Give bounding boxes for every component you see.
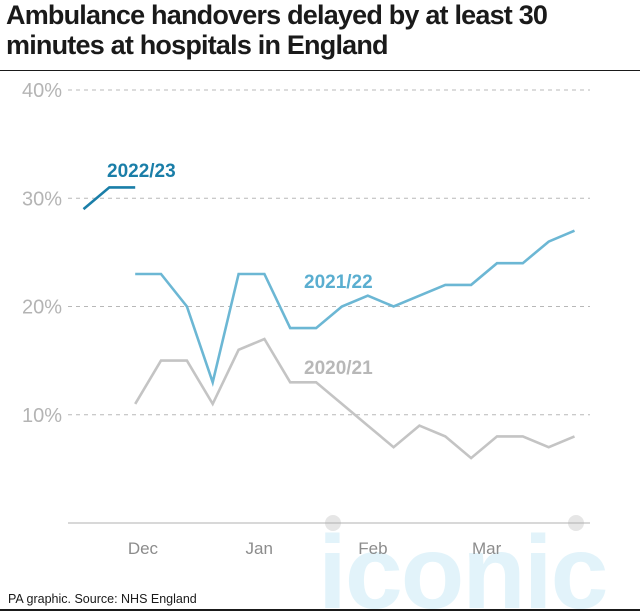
y-tick-label: 20%: [22, 297, 62, 319]
chart-title: Ambulance handovers delayed by at least …: [6, 0, 548, 60]
series-labels: 2022/23 2021/22 2020/21: [107, 161, 373, 379]
bottom-divider: [0, 609, 640, 611]
x-tick-label: Mar: [472, 539, 502, 558]
title-divider: [0, 70, 640, 71]
source-note: PA graphic. Source: NHS England: [8, 592, 197, 606]
y-tick-labels: 10% 20% 30% 40%: [22, 80, 62, 427]
x-tick-label: Jan: [246, 539, 273, 558]
series-label: 2021/22: [304, 272, 373, 293]
iconic-watermark: iconic: [318, 515, 609, 612]
x-tick-labels: Dec Jan Feb Mar: [128, 539, 502, 558]
series-line: [135, 229, 576, 387]
series-label: 2020/21: [304, 358, 373, 379]
y-tick-label: 30%: [22, 188, 62, 210]
series-line: [82, 186, 136, 211]
x-tick-label: Dec: [128, 539, 159, 558]
y-tick-label: 10%: [22, 405, 62, 427]
watermark-text: iconic: [318, 515, 607, 612]
gridlines: [68, 89, 590, 416]
series-label: 2022/23: [107, 161, 176, 182]
series-line: [134, 337, 576, 460]
x-tick-label: Feb: [358, 539, 387, 558]
series-lines: [82, 186, 576, 460]
y-tick-label: 40%: [22, 80, 62, 102]
